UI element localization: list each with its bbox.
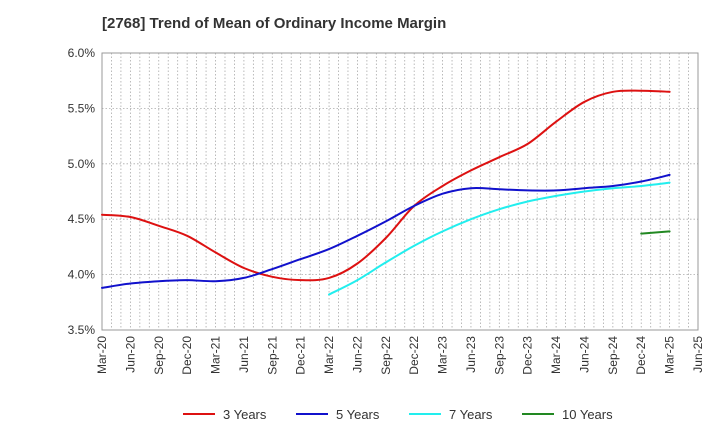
series-line-7-years <box>328 181 671 296</box>
y-tick-label: 4.5% <box>68 212 96 226</box>
legend-label-5-years: 5 Years <box>336 407 380 422</box>
series-lines <box>101 89 671 296</box>
grid <box>102 53 698 330</box>
x-tick-label: Mar-20 <box>95 336 109 374</box>
x-tick-label: Jun-23 <box>464 336 478 373</box>
series-line-10-years <box>640 230 671 235</box>
series-line-5-years <box>101 173 671 289</box>
x-tick-label: Dec-24 <box>634 336 648 375</box>
x-tick-label: Jun-20 <box>123 336 137 373</box>
x-tick-label: Dec-21 <box>294 336 308 375</box>
series-line-3-years <box>101 89 671 282</box>
x-tick-label: Mar-21 <box>209 336 223 374</box>
x-tick-label: Sep-24 <box>606 336 620 375</box>
chart-title: [2768] Trend of Mean of Ordinary Income … <box>102 15 447 32</box>
x-tick-label: Jun-22 <box>350 336 364 373</box>
x-tick-label: Sep-23 <box>492 336 506 375</box>
y-tick-label: 5.5% <box>68 101 96 115</box>
y-tick-label: 4.0% <box>68 268 96 282</box>
x-tick-label: Sep-20 <box>152 336 166 375</box>
legend: 3 Years 5 Years 7 Years 10 Years <box>183 407 613 422</box>
x-tick-label: Jun-25 <box>691 336 705 373</box>
y-tick-label: 6.0% <box>68 46 96 60</box>
x-tick-label: Jun-21 <box>237 336 251 373</box>
x-tick-label: Sep-22 <box>379 336 393 375</box>
x-tick-label: Mar-25 <box>663 336 677 374</box>
x-tick-label: Sep-21 <box>265 336 279 375</box>
x-tick-label: Dec-22 <box>407 336 421 375</box>
y-axis: 3.5% 4.0% 4.5% 5.0% 5.5% 6.0% <box>68 46 96 337</box>
x-tick-label: Mar-24 <box>549 336 563 374</box>
x-tick-label: Dec-20 <box>180 336 194 375</box>
x-tick-label: Dec-23 <box>521 336 535 375</box>
legend-label-3-years: 3 Years <box>223 407 267 422</box>
y-tick-label: 5.0% <box>68 157 96 171</box>
legend-label-10-years: 10 Years <box>562 407 613 422</box>
legend-label-7-years: 7 Years <box>449 407 493 422</box>
x-axis: Mar-20 Jun-20 Sep-20 Dec-20 Mar-21 Jun-21 Sep-… <box>95 336 705 375</box>
x-tick-label: Mar-22 <box>322 336 336 374</box>
x-tick-label: Jun-24 <box>577 336 591 373</box>
plot-frame <box>101 52 699 331</box>
x-tick-label: Mar-23 <box>436 336 450 374</box>
y-tick-label: 3.5% <box>68 323 96 337</box>
